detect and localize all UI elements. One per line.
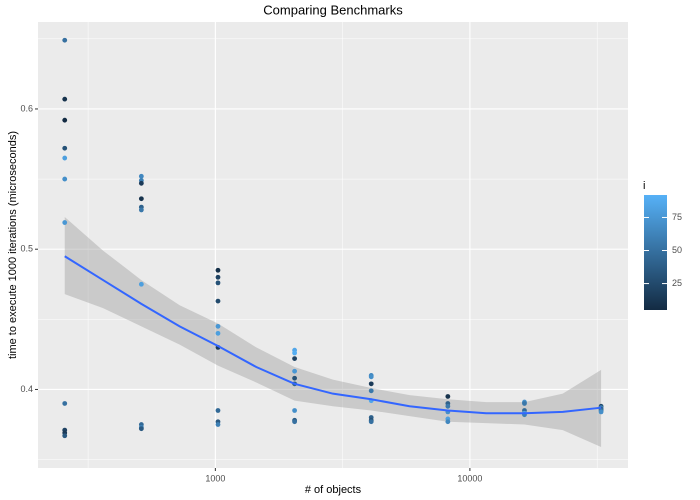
point	[292, 368, 298, 374]
point	[62, 145, 68, 151]
y-tick-label: 0.6	[20, 103, 33, 113]
colorbar-tick-label: 50	[672, 245, 682, 255]
point	[138, 173, 144, 179]
point	[368, 381, 374, 387]
point	[215, 280, 221, 286]
point	[215, 267, 221, 273]
confidence-band	[64, 216, 602, 447]
y-tick-label: 0.4	[20, 384, 33, 394]
point	[368, 419, 374, 425]
point	[62, 155, 68, 161]
point	[62, 220, 68, 225]
chart-title: Comparing Benchmarks	[263, 2, 403, 17]
point	[292, 408, 298, 413]
point	[62, 117, 68, 123]
point	[62, 433, 68, 439]
point	[368, 374, 374, 380]
point	[62, 401, 68, 406]
point	[368, 388, 374, 394]
colorbar-tick-label: 25	[672, 278, 682, 288]
y-axis-title: time to execute 1000 iterations (microse…	[7, 131, 19, 359]
point	[62, 176, 68, 182]
point	[215, 408, 221, 413]
legend-title: i	[643, 180, 645, 192]
point	[215, 422, 221, 427]
y-tick-label: 0.5	[20, 244, 33, 254]
point	[215, 274, 221, 280]
smooth-line	[64, 255, 602, 415]
point	[445, 419, 451, 425]
point	[215, 323, 221, 329]
point	[292, 419, 298, 425]
point	[445, 403, 451, 409]
point	[62, 37, 68, 43]
point	[598, 409, 604, 415]
point	[445, 394, 451, 399]
point	[138, 281, 144, 287]
x-axis-title: # of objects	[305, 484, 362, 496]
colorbar-tick-label: 75	[672, 212, 682, 222]
point	[215, 298, 221, 304]
point	[522, 401, 527, 406]
point	[292, 350, 298, 356]
point	[138, 207, 144, 213]
colorbar	[644, 195, 667, 310]
point	[292, 375, 298, 381]
x-tick-label: 10000	[457, 473, 482, 483]
point	[138, 180, 144, 186]
point	[62, 96, 68, 102]
point	[215, 330, 221, 336]
x-tick-label: 1000	[205, 473, 225, 483]
point	[138, 196, 144, 202]
point	[292, 356, 298, 362]
point	[138, 426, 144, 432]
